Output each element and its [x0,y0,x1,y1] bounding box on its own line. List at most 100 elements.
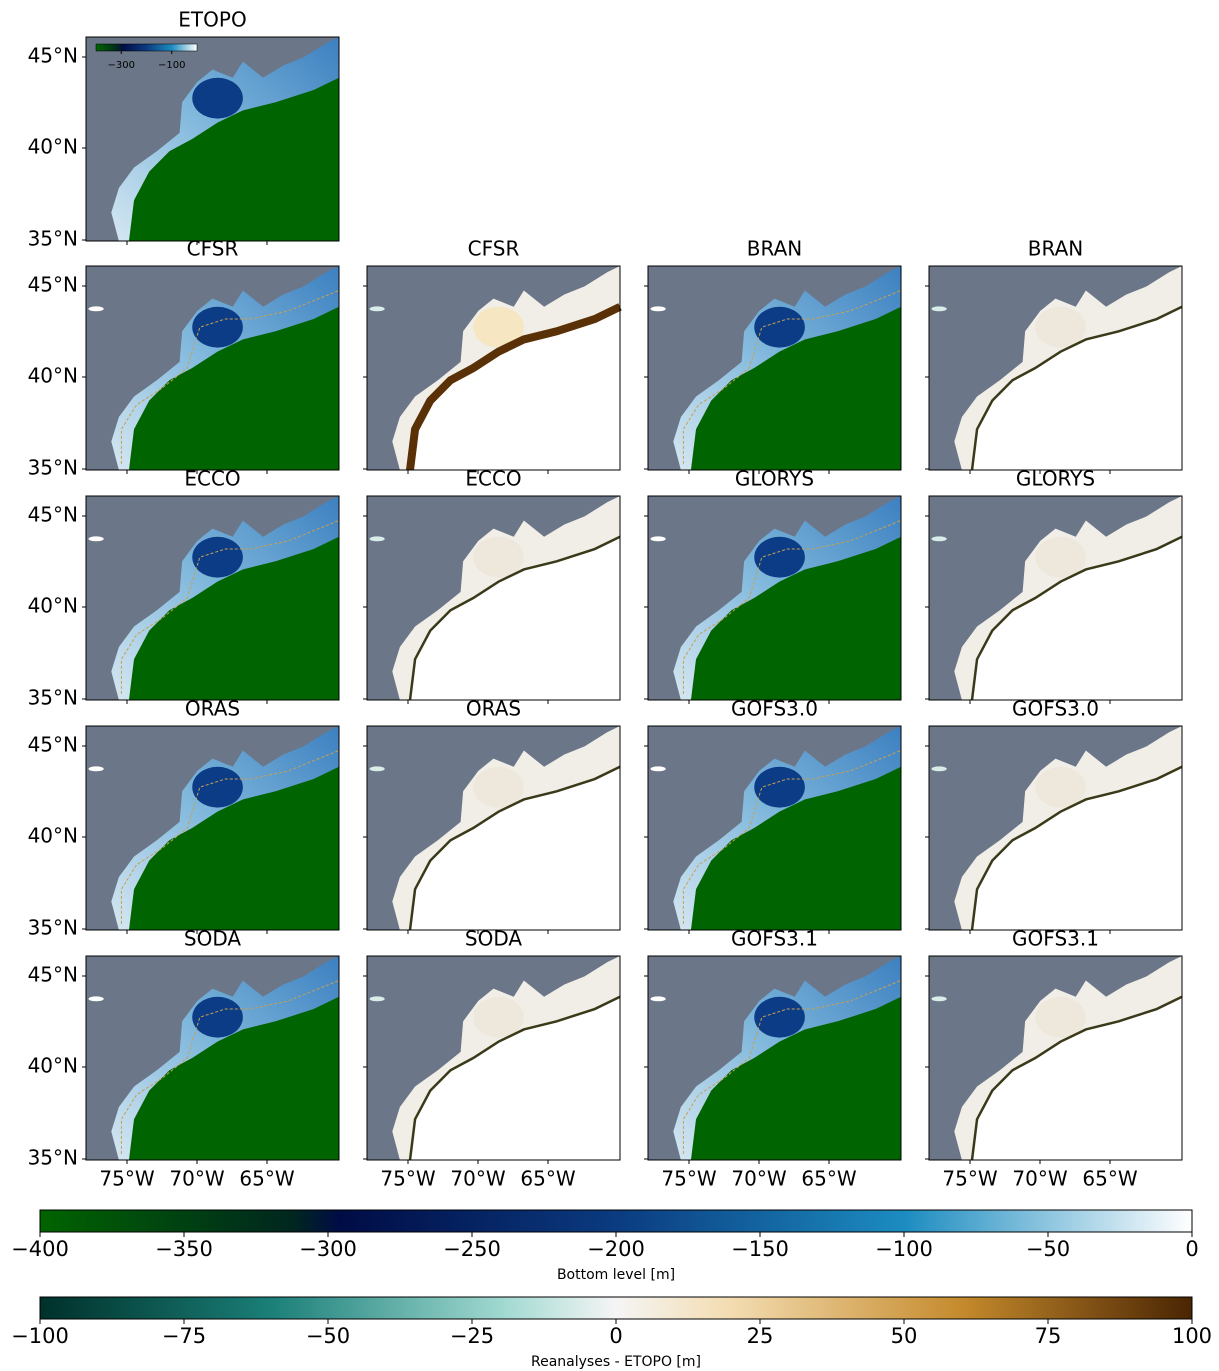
map-shapes [86,266,339,470]
map-shapes [86,496,339,700]
panel-frame [647,495,902,701]
deep-ocean [129,536,339,700]
map-panel: SODA 45°N 40°N 35°N 75°W 70°W 65°W [28,927,339,1191]
shelf [954,726,1182,930]
lat-tick-label: 40°N [28,824,78,848]
shelf-break-diff [410,767,620,930]
deep-ocean [972,306,1182,470]
lat-tick-label: 40°N [28,135,78,159]
shelf [111,37,339,241]
colorbar [39,1296,1193,1320]
lon-tick-label: 70°W [1012,1167,1067,1191]
lon-tick-label: 75°W [99,1167,154,1191]
shelf-break-diff [410,307,620,470]
map-shapes [929,266,1182,470]
colorbar-label: Bottom level [m] [557,1267,675,1283]
colorbar-label: Reanalyses - ETOPO [m] [531,1354,701,1370]
panel-title: GOFS3.0 [1012,697,1099,721]
lon-tick-label: 65°W [1082,1167,1137,1191]
deep-ocean [691,536,901,700]
contour [121,290,339,463]
lake [88,536,104,542]
deep-ocean [972,996,1182,1160]
lon-tick-label: 70°W [731,1167,786,1191]
map-shapes [648,266,901,470]
panel-frame [85,955,340,1161]
lat-tick-label: 35°N [28,686,78,710]
panel-title: ORAS [466,697,521,721]
panel-frame [647,955,902,1161]
map-panel: GOFS3.0 [925,697,1182,935]
map-shapes [367,266,620,470]
panel-title: ORAS [185,697,240,721]
lake [650,306,666,312]
colorbar-tick-label: 75 [1035,1324,1062,1348]
gulf [754,536,805,578]
map-panel: GOFS3.1 75°W 70°W 65°W [644,927,901,1191]
gulf [473,766,524,808]
map-panel: SODA 75°W 70°W 65°W [363,927,620,1191]
colorbar-tick-label: −25 [450,1324,494,1348]
lon-tick-label: 75°W [942,1167,997,1191]
colorbar-tick-label: 0 [1185,1237,1198,1261]
map-panel: ECCO 45°N 40°N 35°N [28,467,339,710]
shelf [673,726,901,930]
gulf [192,996,243,1038]
deep-ocean [410,306,620,470]
deep-ocean [972,536,1182,700]
map-panel: ORAS [363,697,620,935]
lake [88,306,104,312]
lon-tick-label: 70°W [169,1167,224,1191]
shelf [392,956,620,1160]
shelf [111,726,339,930]
map-shapes [929,956,1182,1160]
shelf [111,496,339,700]
shelf [954,956,1182,1160]
panel-frame [928,265,1183,471]
gulf [1035,306,1086,348]
deep-ocean [129,77,339,241]
contour [683,750,901,923]
colorbar-tick-label: 100 [1172,1324,1212,1348]
map-panel: GOFS3.0 [644,697,901,935]
contour [683,520,901,693]
lon-tick-label: 70°W [450,1167,505,1191]
deep-ocean [691,766,901,930]
panel-title: GLORYS [1016,467,1095,491]
colorbar-tick-label: −50 [1026,1237,1070,1261]
map-shapes [367,496,620,700]
map-shapes [86,726,339,930]
lat-tick-label: 45°N [28,273,78,297]
colorbar-tick-label: −100 [11,1324,69,1348]
colorbar-tick-label: 50 [891,1324,918,1348]
map-shapes [367,956,620,1160]
shelf [954,266,1182,470]
colorbar-tick-label: −50 [306,1324,350,1348]
shelf-break-diff [972,997,1182,1160]
deep-ocean [410,996,620,1160]
panel-title: BRAN [747,237,802,261]
lat-tick-label: 45°N [28,44,78,68]
shelf-break-diff [972,537,1182,700]
map-panel: CFSR [363,237,620,475]
colorbar-tick-label: −100 [875,1237,933,1261]
panel-title: GLORYS [735,467,814,491]
inset-tick-label: −100 [158,60,185,71]
deep-ocean [410,536,620,700]
shelf [392,496,620,700]
lake [650,996,666,1002]
shelf [392,726,620,930]
lat-tick-label: 35°N [28,1146,78,1170]
shelf-break-diff [972,307,1182,470]
colorbar-tick-label: 0 [609,1324,622,1348]
panel-frame [366,725,621,931]
contour [683,290,901,463]
map-shapes [648,956,901,1160]
shelf-break-diff [410,997,620,1160]
contour [121,750,339,923]
lake [369,536,385,542]
gulf [473,536,524,578]
map-shapes [648,726,901,930]
lake [931,536,947,542]
shelf-break-diff [972,767,1182,930]
